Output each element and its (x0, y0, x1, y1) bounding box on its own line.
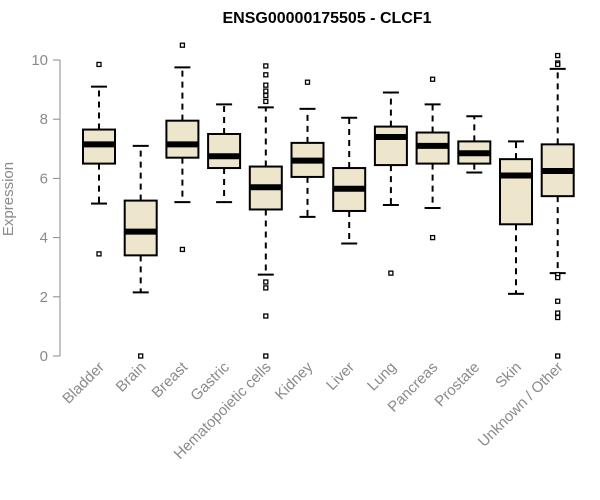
outlier-point (388, 270, 394, 276)
iqr-box (123, 199, 158, 257)
box-0 (82, 61, 116, 257)
y-tick-label: 10 (31, 52, 48, 69)
outlier-point (96, 251, 102, 257)
outlier-point (263, 72, 269, 78)
category-label: Kidney (272, 358, 317, 403)
outlier-point (263, 88, 269, 94)
box-11 (540, 52, 575, 359)
outlier-point (555, 52, 561, 59)
outlier-point (263, 279, 269, 285)
outlier-point (429, 76, 436, 82)
outlier-point (263, 92, 269, 99)
y-tick-label: 0 (40, 348, 48, 365)
iqr-box (499, 158, 533, 226)
box-8 (415, 76, 450, 241)
y-axis: 0 2 4 6 8 10 (31, 52, 61, 365)
outlier-point (179, 246, 186, 253)
box-2 (165, 42, 200, 253)
iqr-box (373, 125, 408, 167)
box-6 (332, 116, 367, 245)
outlier-point (263, 82, 269, 88)
outlier-point (263, 98, 269, 105)
outlier-point (138, 353, 144, 359)
category-label: Skin (492, 359, 525, 392)
boxes (82, 42, 575, 359)
box-10 (499, 140, 533, 295)
category-label: Liver (323, 359, 358, 394)
category-label: Breast (149, 358, 192, 401)
category-label: Brain (113, 359, 150, 396)
y-tick-label: 6 (40, 170, 48, 187)
outlier-point (555, 274, 561, 281)
outlier-point (304, 79, 311, 85)
category-label: Bladder (59, 359, 108, 408)
outlier-point (179, 42, 186, 48)
box-7 (373, 91, 408, 276)
outlier-point (555, 314, 561, 321)
chart-title: ENSG00000175505 - CLCF1 (223, 10, 432, 27)
outlier-point (263, 313, 269, 319)
box-1 (123, 144, 158, 359)
category-label: Prostate (432, 359, 484, 411)
outlier-point (263, 285, 269, 291)
y-tick-label: 8 (40, 111, 48, 128)
box-4 (248, 63, 283, 359)
y-tick-label: 4 (40, 230, 48, 247)
outlier-point (555, 298, 561, 304)
outlier-point (263, 63, 269, 69)
outlier-point (555, 61, 561, 68)
box-9 (457, 115, 492, 174)
outlier-point (96, 61, 102, 68)
category-label: Lung (364, 359, 400, 395)
outlier-point (263, 353, 269, 359)
iqr-box (207, 133, 242, 170)
outlier-point (555, 310, 561, 316)
outlier-point (555, 353, 561, 359)
box-3 (207, 103, 242, 204)
outlier-point (429, 234, 436, 241)
box-5 (290, 79, 325, 218)
iqr-box (165, 119, 200, 159)
y-tick-label: 2 (40, 289, 48, 306)
y-axis-label: Expression (0, 162, 17, 236)
